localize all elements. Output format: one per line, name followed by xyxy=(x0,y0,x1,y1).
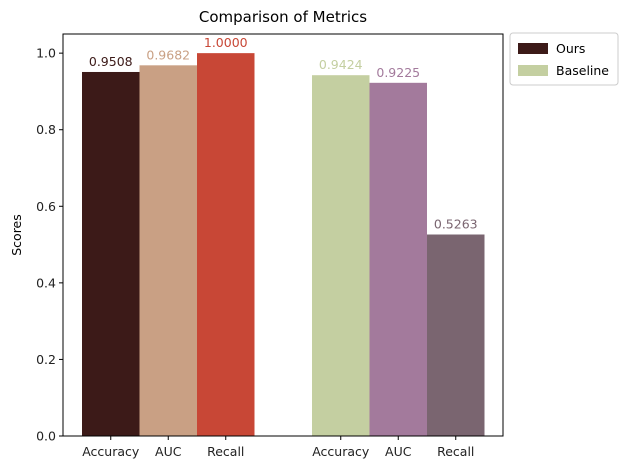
bar-baseline-accuracy xyxy=(312,75,370,436)
value-labels-group: 0.9508 0.9682 1.0000 0.9424 0.9225 0.5263 xyxy=(89,35,478,231)
x-tick-label: AUC xyxy=(155,444,182,459)
bar-ours-recall xyxy=(197,53,255,437)
value-label: 0.9682 xyxy=(146,47,190,62)
x-tick-label: Recall xyxy=(437,444,474,459)
legend-label: Baseline xyxy=(556,63,609,78)
x-tick-label: Accuracy xyxy=(312,444,370,459)
value-label: 0.9508 xyxy=(89,54,133,69)
legend-swatch xyxy=(518,43,548,54)
x-tick-label: AUC xyxy=(385,444,412,459)
y-axis: 0.0 0.2 0.4 0.6 0.8 1.0 xyxy=(36,46,63,444)
bar-ours-accuracy xyxy=(82,71,140,436)
bar-ours-auc xyxy=(139,65,197,436)
y-axis-label: Scores xyxy=(9,214,24,256)
legend: Ours Baseline xyxy=(509,32,619,86)
y-tick-label: 0.2 xyxy=(36,352,56,367)
bar-baseline-auc xyxy=(369,82,427,437)
x-axis: Accuracy AUC Recall Accuracy AUC Recall xyxy=(82,436,474,459)
value-label: 0.9424 xyxy=(319,57,363,72)
y-tick-label: 0.4 xyxy=(36,275,56,290)
value-label: 0.5263 xyxy=(434,217,478,232)
bars-group xyxy=(82,53,485,437)
legend-swatch xyxy=(518,65,548,76)
x-tick-label: Recall xyxy=(207,444,244,459)
bar-baseline-recall xyxy=(427,234,485,436)
x-tick-label: Accuracy xyxy=(82,444,140,459)
value-label: 1.0000 xyxy=(204,35,248,50)
y-tick-label: 0.8 xyxy=(36,122,56,137)
y-tick-label: 1.0 xyxy=(36,46,56,61)
value-label: 0.9225 xyxy=(376,65,420,80)
plot-frame xyxy=(62,33,504,437)
legend-label: Ours xyxy=(556,41,585,56)
y-tick-label: 0.0 xyxy=(36,429,56,444)
y-tick-label: 0.6 xyxy=(36,199,56,214)
chart-title: Comparison of Metrics xyxy=(199,8,367,26)
